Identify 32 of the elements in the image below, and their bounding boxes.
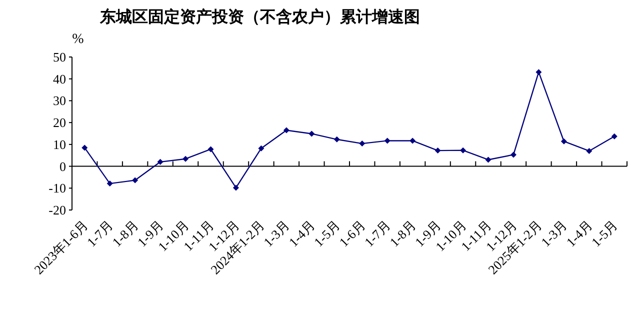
point	[132, 177, 138, 184]
point	[82, 144, 88, 151]
y-tick-label: 20	[53, 115, 66, 130]
point	[208, 146, 214, 152]
point	[384, 138, 390, 144]
point	[258, 145, 264, 152]
point	[359, 140, 366, 147]
point	[560, 138, 567, 144]
y-tick-label: -10	[48, 180, 66, 196]
point	[485, 156, 492, 163]
y-tick-label: 10	[53, 136, 66, 152]
point	[157, 158, 164, 165]
point	[410, 138, 416, 144]
y-tick-label: 0	[60, 158, 66, 174]
point	[611, 133, 618, 140]
point	[334, 136, 340, 142]
y-tick-label: 30	[53, 93, 66, 108]
title: 东城区固定资产投资（不含农户）累计增速图	[100, 9, 420, 26]
point	[586, 148, 592, 154]
point	[106, 180, 113, 187]
ylabel: %	[72, 32, 84, 47]
point	[308, 130, 315, 137]
point	[434, 148, 441, 154]
y-tick-label: 40	[53, 71, 66, 86]
point	[182, 156, 189, 162]
y-tick-label: 50	[53, 50, 66, 64]
point	[510, 152, 516, 158]
point	[536, 69, 542, 76]
point	[232, 184, 239, 191]
y-tick-label: -20	[48, 202, 66, 218]
point	[283, 127, 290, 134]
point	[460, 147, 466, 154]
